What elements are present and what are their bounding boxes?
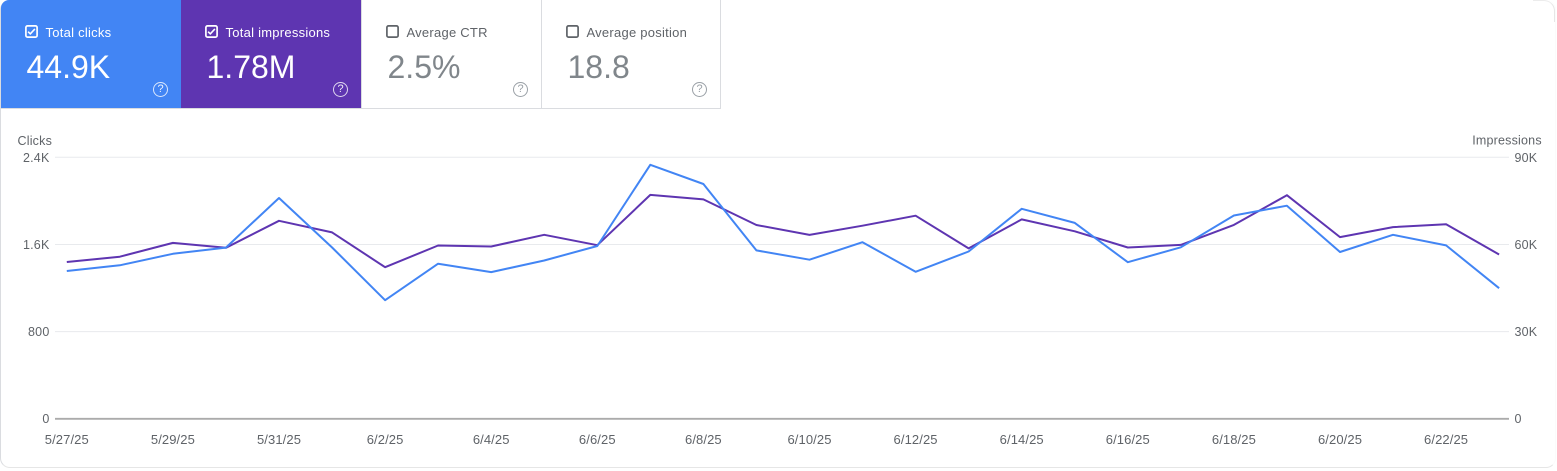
svg-text:6/16/25: 6/16/25 [1106,432,1150,447]
svg-text:6/22/25: 6/22/25 [1424,432,1468,447]
svg-text:6/18/25: 6/18/25 [1212,432,1256,447]
svg-text:1.6K: 1.6K [23,238,50,252]
svg-text:Impressions: Impressions [1472,134,1542,148]
svg-text:5/29/25: 5/29/25 [151,432,195,447]
svg-text:90K: 90K [1515,151,1538,165]
svg-text:30K: 30K [1515,325,1538,339]
svg-text:5/27/25: 5/27/25 [45,432,89,447]
svg-text:2.4K: 2.4K [23,151,50,165]
svg-text:6/20/25: 6/20/25 [1318,432,1362,447]
svg-text:6/6/25: 6/6/25 [579,432,616,447]
svg-text:6/14/25: 6/14/25 [1000,432,1044,447]
svg-text:60K: 60K [1515,238,1538,252]
svg-text:6/4/25: 6/4/25 [473,432,510,447]
svg-text:6/12/25: 6/12/25 [894,432,938,447]
svg-text:800: 800 [28,325,49,339]
svg-text:6/8/25: 6/8/25 [685,432,722,447]
svg-text:0: 0 [42,412,49,426]
svg-text:0: 0 [1515,412,1522,426]
svg-text:6/10/25: 6/10/25 [787,432,831,447]
svg-text:5/31/25: 5/31/25 [257,432,301,447]
svg-text:6/2/25: 6/2/25 [367,432,404,447]
svg-text:Clicks: Clicks [18,134,53,148]
